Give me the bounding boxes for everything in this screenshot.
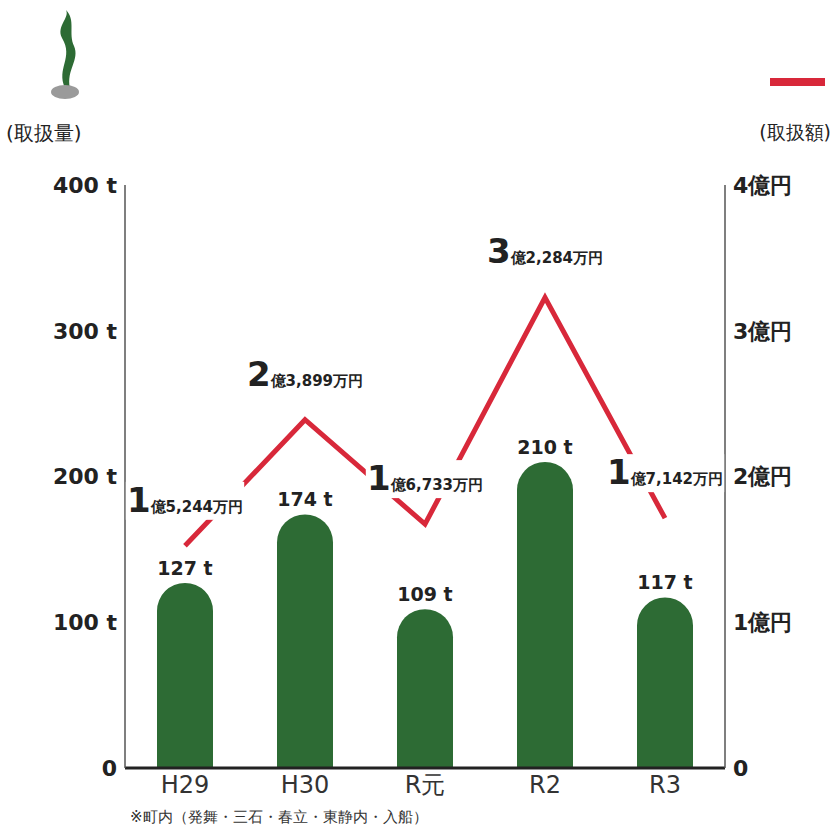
svg-text:1億6,733万円: 1億6,733万円 [367,458,483,498]
svg-text:174 t: 174 t [277,488,332,510]
svg-text:100 t: 100 t [53,610,118,635]
svg-text:200 t: 200 t [53,464,118,489]
svg-text:4億円: 4億円 [733,173,792,198]
svg-text:R2: R2 [529,771,561,799]
svg-text:400 t: 400 t [53,173,118,198]
svg-text:2億円: 2億円 [733,464,792,489]
svg-text:109 t: 109 t [397,583,452,605]
svg-text:300 t: 300 t [53,319,118,344]
svg-text:H29: H29 [161,771,210,799]
html-text:※町内（発舞・三石・春立・東静内・入船）: ※町内（発舞・三石・春立・東静内・入船） [130,808,428,826]
svg-text:0: 0 [733,756,748,781]
svg-text:R3: R3 [649,771,681,799]
svg-text:3億円: 3億円 [733,319,792,344]
svg-text:R元: R元 [405,771,446,799]
svg-text:1億7,142万円: 1億7,142万円 [607,452,723,492]
svg-text:1億円: 1億円 [733,610,792,635]
html-text:(取扱額): (取扱額) [759,121,831,143]
svg-text:210 t: 210 t [517,436,572,458]
svg-text:H30: H30 [281,771,330,799]
svg-text:1億5,244万円: 1億5,244万円 [127,480,243,520]
svg-text:117 t: 117 t [637,571,692,593]
svg-text:0: 0 [102,756,117,781]
html-text:(取扱量): (取扱量) [6,121,82,145]
svg-text:3億2,284万円: 3億2,284万円 [487,231,603,271]
svg-text:127 t: 127 t [157,557,212,579]
svg-text:2億3,899万円: 2億3,899万円 [247,354,363,394]
